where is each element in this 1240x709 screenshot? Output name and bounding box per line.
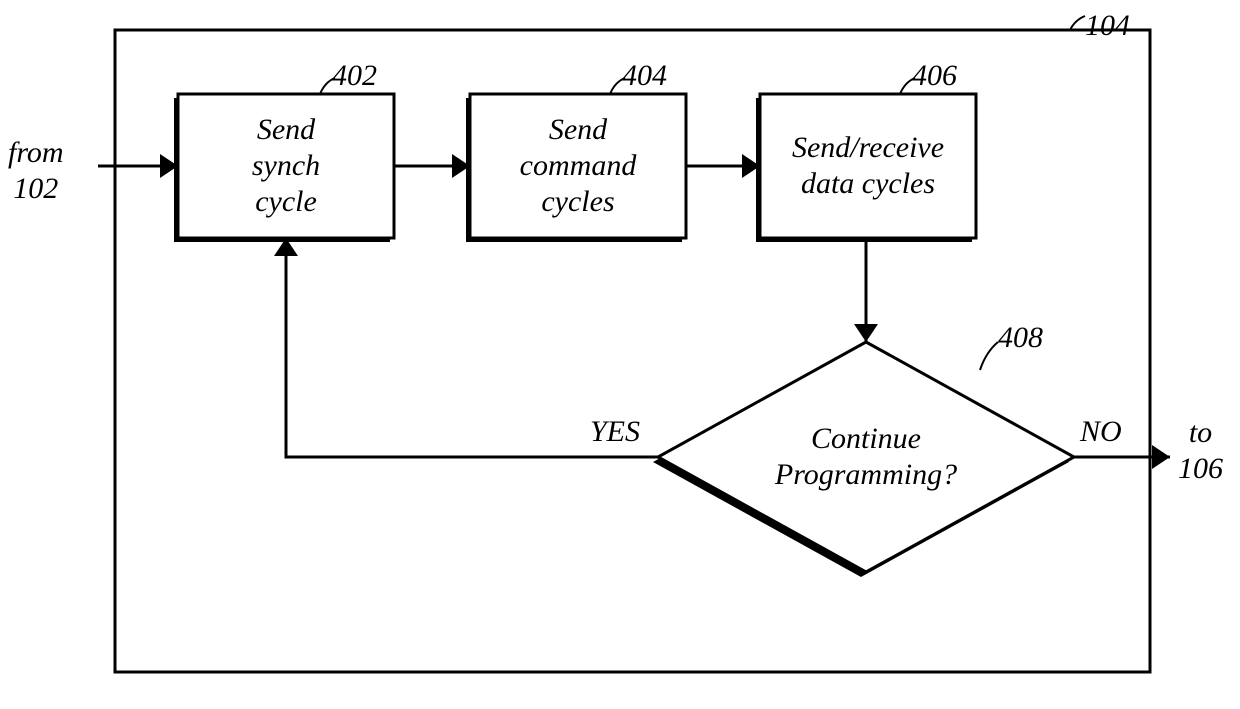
box-send-synch-cycle: Send synch cycle xyxy=(178,112,394,220)
box-402-line1: Send xyxy=(178,112,394,148)
container-ref-label: 104 xyxy=(1085,8,1130,44)
box-send-command-cycles: Send command cycles xyxy=(470,112,686,220)
box-402-ref-label: 402 xyxy=(332,58,377,94)
box-404-line3: cycles xyxy=(470,184,686,220)
from-ref: 102 xyxy=(8,171,64,207)
box-404-line1: Send xyxy=(470,112,686,148)
box-404-line2: command xyxy=(470,148,686,184)
box-402-line2: synch xyxy=(178,148,394,184)
decision-continue-programming: Continue Programming? xyxy=(700,421,1033,493)
box-404-ref-label: 404 xyxy=(622,58,667,94)
diamond-line2: Programming? xyxy=(700,457,1033,493)
from-label: from 102 xyxy=(8,135,64,207)
box-402-line3: cycle xyxy=(178,184,394,220)
edge-label-yes: YES xyxy=(590,414,640,450)
diamond-line1: Continue xyxy=(700,421,1033,457)
box-406-line2: data cycles xyxy=(760,166,976,202)
from-text: from xyxy=(8,135,64,171)
box-406-ref-label: 406 xyxy=(912,58,957,94)
to-text: to xyxy=(1178,415,1223,451)
to-ref: 106 xyxy=(1178,451,1223,487)
box-send-receive-data-cycles: Send/receive data cycles xyxy=(760,130,976,202)
diamond-ref-label: 408 xyxy=(998,320,1043,356)
box-406-line1: Send/receive xyxy=(760,130,976,166)
edge-label-no: NO xyxy=(1080,414,1122,450)
to-label: to 106 xyxy=(1178,415,1223,487)
flowchart-canvas xyxy=(0,0,1240,709)
